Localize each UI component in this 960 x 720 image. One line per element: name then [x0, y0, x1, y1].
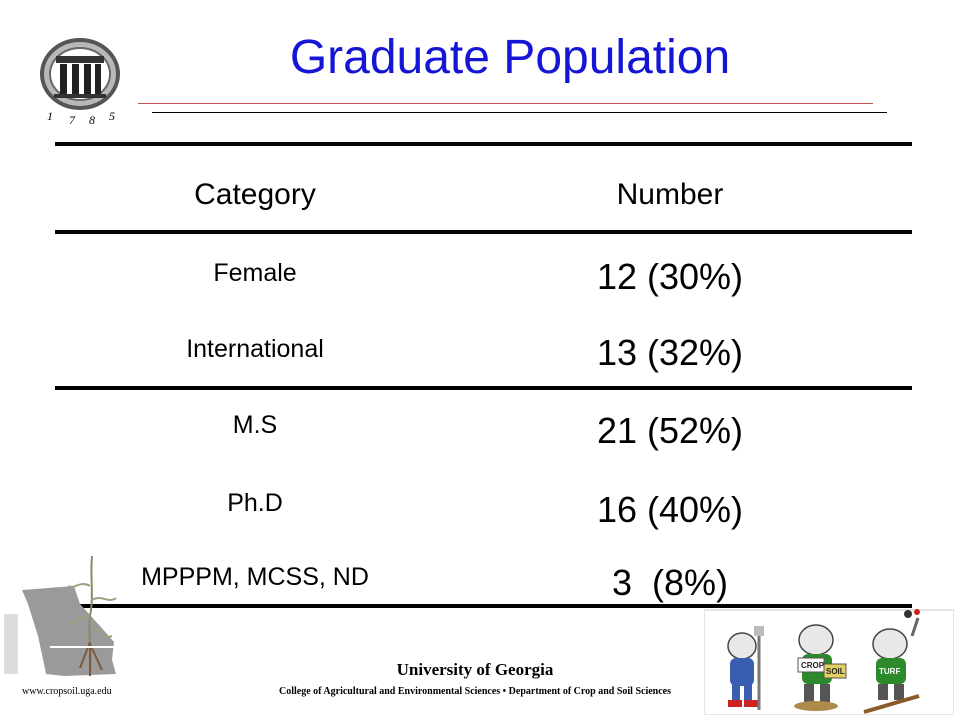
mascot-sign-text: SOIL	[826, 667, 845, 676]
row-category: Ph.D	[227, 489, 283, 517]
table-top-rule	[55, 142, 912, 146]
table-bottom-rule	[55, 604, 912, 608]
university-name: University of Georgia	[396, 660, 554, 679]
mascot-sign-text: CROP	[801, 661, 825, 670]
bulldog-mascot-icon: CROP SOIL	[794, 624, 847, 711]
column-header-category: Category	[194, 178, 316, 211]
logo-year-digit: 5	[109, 109, 115, 123]
logo-year-digit: 8	[89, 113, 95, 126]
title-rule-black	[152, 112, 887, 113]
row-number: 21 (52%)	[596, 410, 744, 451]
mascot-sign-text: TURF	[879, 667, 900, 676]
column-header-number: Number	[616, 178, 724, 211]
georgia-map-plant-icon	[4, 556, 130, 676]
table-group-rule	[55, 386, 912, 390]
row-category: International	[186, 335, 324, 363]
row-number: 12 (30%)	[596, 256, 744, 297]
uga-arch-logo: 1 7 8 5	[40, 38, 120, 126]
logo-year-digit: 1	[47, 109, 53, 123]
slide-title: Graduate Population	[289, 31, 731, 84]
row-number: 16 (40%)	[596, 489, 744, 530]
table-header-rule	[55, 230, 912, 234]
row-number: 13 (32%)	[596, 332, 744, 373]
row-category: M.S	[232, 411, 278, 439]
bulldog-mascot-icon: TURF	[863, 609, 920, 714]
title-rule-red	[138, 103, 873, 104]
college-department: College of Agricultural and Environmenta…	[278, 686, 671, 697]
row-number: 3 (8%)	[611, 562, 729, 603]
row-category: MPPPM, MCSS, ND	[141, 563, 369, 591]
bulldog-mascot-icon	[727, 626, 764, 710]
website-url[interactable]: www.cropsoil.uga.edu	[22, 686, 112, 697]
logo-year-digit: 7	[69, 113, 76, 126]
bulldog-mascots-illustration: CROP SOIL TURF	[704, 609, 954, 715]
row-category: Female	[213, 259, 297, 287]
